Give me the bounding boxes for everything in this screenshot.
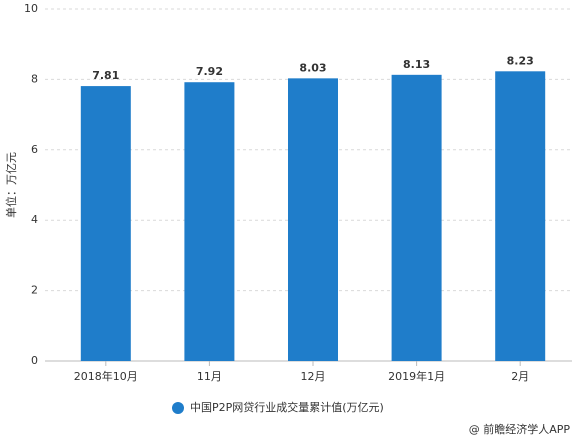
- y-tick-label: 2: [31, 284, 38, 297]
- y-tick-label: 6: [31, 143, 38, 156]
- legend-marker: [172, 402, 184, 414]
- x-tick-label: 11月: [197, 370, 222, 383]
- y-tick-label: 0: [31, 354, 38, 367]
- x-tick-label: 2019年1月: [388, 369, 445, 383]
- bar: [80, 86, 131, 361]
- x-tick-label: 2018年10月: [74, 369, 138, 383]
- bar: [495, 71, 546, 361]
- value-label: 8.13: [403, 58, 430, 71]
- bar: [391, 74, 442, 361]
- value-label: 7.81: [92, 69, 119, 82]
- y-tick-label: 4: [31, 213, 38, 226]
- y-axis-label: 单位：万亿元: [4, 152, 18, 218]
- source: @ 前瞻经济学人APP: [469, 422, 571, 436]
- y-tick-label: 10: [24, 2, 38, 15]
- value-label: 8.23: [507, 54, 534, 67]
- bar: [184, 82, 235, 361]
- legend-label: 中国P2P网贷行业成交量累计值(万亿元): [190, 400, 384, 414]
- y-tick-label: 8: [31, 72, 38, 85]
- x-tick-label: 2月: [511, 370, 529, 383]
- bar: [288, 78, 338, 362]
- value-label: 7.92: [196, 65, 223, 78]
- x-tick-label: 12月: [301, 370, 326, 383]
- value-label: 8.03: [299, 61, 326, 74]
